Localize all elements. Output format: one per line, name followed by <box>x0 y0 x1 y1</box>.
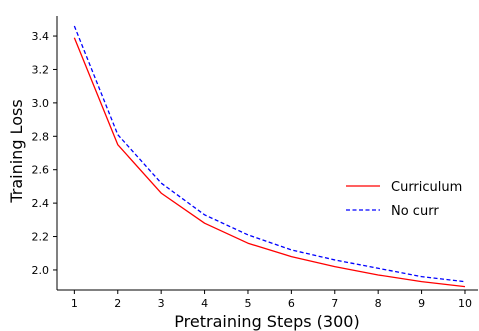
legend: Curriculum No curr <box>346 180 462 219</box>
y-tick-label: 2.8 <box>32 130 50 143</box>
y-axis-title: Training Loss <box>7 99 26 203</box>
y-tick-label: 3.2 <box>32 63 50 76</box>
series-lines <box>73 25 466 288</box>
y-tick-label: 2.6 <box>32 164 50 177</box>
x-tick-label: 2 <box>114 297 121 310</box>
series-line-curriculum <box>73 37 466 288</box>
y-tick-label: 2.4 <box>32 197 50 210</box>
y-tick-label: 2.2 <box>32 231 50 244</box>
legend-label-no-curr: No curr <box>391 204 439 219</box>
x-tick-label: 4 <box>201 297 208 310</box>
x-axis-title: Pretraining Steps (300) <box>174 312 359 331</box>
legend-label-curriculum: Curriculum <box>391 180 462 195</box>
y-tick-label: 3.4 <box>32 30 50 43</box>
y-ticks: 2.0 2.2 2.4 2.6 2.8 3.0 3.2 3.4 <box>32 30 57 277</box>
y-tick-label: 2.0 <box>32 264 50 277</box>
y-tick-label: 3.0 <box>32 97 50 110</box>
x-tick-label: 8 <box>375 297 382 310</box>
x-tick-label: 9 <box>418 297 425 310</box>
axes <box>56 16 478 291</box>
x-tick-label: 3 <box>158 297 165 310</box>
x-tick-label: 7 <box>331 297 338 310</box>
x-tick-label: 5 <box>244 297 251 310</box>
x-ticks: 1 2 3 4 5 6 7 8 9 10 <box>71 290 472 310</box>
x-tick-label: 6 <box>288 297 295 310</box>
x-tick-label: 1 <box>71 297 78 310</box>
x-tick-label: 10 <box>458 297 472 310</box>
series-line-no-curr <box>73 25 466 283</box>
